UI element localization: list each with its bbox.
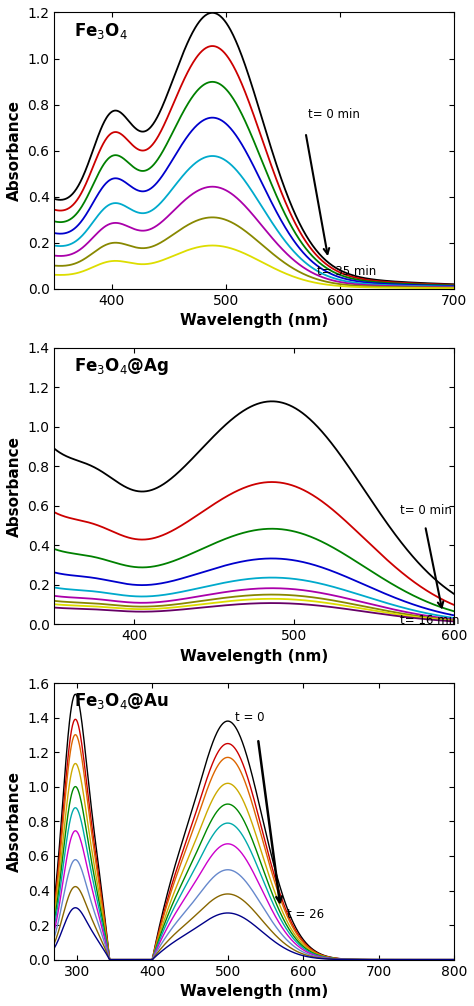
Text: t= 0 min: t= 0 min	[308, 109, 360, 122]
Text: t= 16 min: t= 16 min	[400, 615, 459, 628]
Text: Fe$_3$O$_4$@Au: Fe$_3$O$_4$@Au	[74, 691, 169, 711]
Y-axis label: Absorbance: Absorbance	[7, 101, 22, 201]
Text: t= 0 min: t= 0 min	[400, 504, 451, 517]
Text: t = 0: t = 0	[235, 711, 265, 724]
Text: t= 35 min: t= 35 min	[317, 266, 376, 278]
X-axis label: Wavelength (nm): Wavelength (nm)	[180, 649, 328, 664]
Text: t = 26: t = 26	[287, 908, 324, 921]
Text: Fe$_3$O$_4$@Ag: Fe$_3$O$_4$@Ag	[74, 356, 169, 377]
Text: Fe$_3$O$_4$: Fe$_3$O$_4$	[74, 21, 128, 40]
X-axis label: Wavelength (nm): Wavelength (nm)	[180, 984, 328, 999]
Y-axis label: Absorbance: Absorbance	[7, 771, 22, 872]
X-axis label: Wavelength (nm): Wavelength (nm)	[180, 314, 328, 328]
Y-axis label: Absorbance: Absorbance	[7, 436, 22, 536]
